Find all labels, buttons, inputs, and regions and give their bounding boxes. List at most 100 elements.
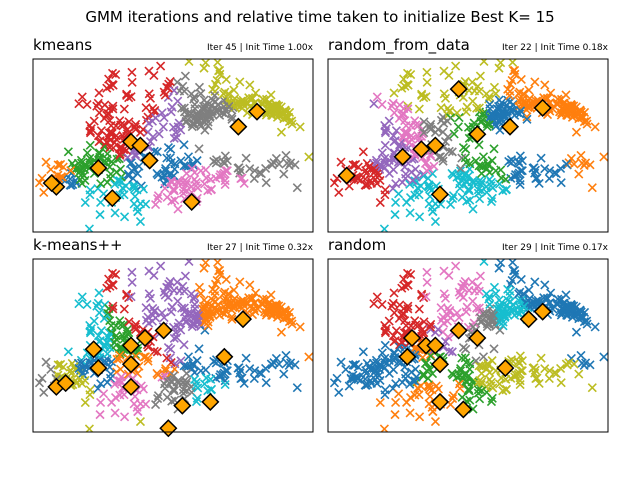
- data-point: [571, 127, 582, 137]
- data-point: [422, 166, 432, 176]
- data-point: [406, 69, 416, 80]
- data-point: [200, 325, 210, 335]
- data-point: [224, 101, 234, 111]
- data-point: [481, 289, 491, 299]
- data-point: [161, 363, 171, 374]
- data-point: [413, 131, 423, 141]
- data-point: [181, 168, 192, 179]
- data-point: [215, 269, 225, 279]
- data-point: [524, 285, 534, 295]
- data-point: [119, 104, 129, 114]
- data-point: [56, 359, 66, 370]
- data-point: [196, 166, 206, 176]
- data-point: [464, 285, 474, 295]
- data-point: [455, 383, 465, 393]
- data-point: [384, 368, 394, 379]
- data-point: [536, 353, 546, 363]
- data-point: [189, 320, 199, 330]
- data-point: [169, 285, 179, 295]
- data-point: [540, 280, 550, 290]
- data-point: [540, 364, 550, 374]
- data-point: [439, 89, 449, 99]
- data-point: [334, 387, 344, 397]
- data-point: [510, 265, 520, 276]
- data-point: [406, 250, 414, 258]
- data-point: [514, 368, 524, 378]
- data-point: [475, 271, 485, 281]
- data-point: [77, 92, 87, 102]
- data-point: [336, 157, 346, 167]
- data-point: [487, 393, 497, 403]
- data-point: [409, 247, 417, 255]
- data-point: [194, 82, 205, 92]
- data-point: [143, 356, 153, 366]
- data-point: [191, 381, 201, 391]
- data-point: [380, 120, 390, 131]
- data-point: [234, 363, 244, 373]
- data-point: [489, 282, 500, 292]
- data-point: [80, 398, 90, 408]
- data-point: [39, 387, 49, 397]
- cluster-center-marker: [159, 419, 178, 438]
- data-point: [425, 391, 435, 401]
- data-point: [258, 294, 268, 304]
- data-point: [154, 129, 164, 139]
- data-point: [400, 281, 410, 291]
- data-point: [95, 136, 105, 146]
- data-point: [489, 344, 499, 354]
- data-point: [358, 147, 368, 157]
- data-point: [150, 399, 161, 410]
- data-point: [160, 183, 170, 193]
- data-point: [495, 109, 505, 119]
- data-point: [508, 259, 518, 267]
- data-point: [276, 127, 287, 137]
- data-point: [351, 359, 361, 370]
- data-point: [341, 364, 351, 374]
- data-point: [85, 185, 95, 195]
- data-point: [530, 77, 540, 87]
- cluster-center-marker: [135, 328, 155, 348]
- data-point: [464, 171, 474, 181]
- data-point: [170, 195, 180, 205]
- data-point: [178, 178, 188, 188]
- data-point: [74, 299, 84, 309]
- cluster-center-marker: [103, 189, 122, 208]
- cluster-center-marker: [519, 310, 538, 329]
- data-point: [74, 99, 84, 109]
- data-point: [208, 310, 218, 320]
- data-point: [400, 81, 410, 91]
- data-point: [525, 293, 535, 303]
- data-point: [295, 122, 305, 132]
- data-point: [460, 276, 470, 287]
- data-point: [210, 279, 221, 289]
- data-point: [213, 259, 223, 267]
- data-point: [486, 196, 497, 207]
- cluster-center-marker: [454, 400, 473, 419]
- data-point: [475, 194, 485, 204]
- data-point: [75, 375, 85, 385]
- data-point: [110, 208, 120, 218]
- data-point: [476, 368, 487, 379]
- data-point: [422, 77, 432, 87]
- data-point: [201, 173, 211, 183]
- data-point: [75, 175, 85, 185]
- data-point: [215, 69, 225, 79]
- data-point: [484, 320, 494, 330]
- data-point: [474, 286, 484, 296]
- data-point: [491, 166, 501, 176]
- data-point: [421, 158, 431, 168]
- data-point: [369, 299, 379, 309]
- data-point: [495, 309, 505, 319]
- data-point: [93, 131, 104, 141]
- data-point: [66, 165, 76, 176]
- data-point: [130, 122, 140, 132]
- data-point: [37, 373, 47, 383]
- data-point: [408, 375, 418, 385]
- data-point: [206, 385, 216, 395]
- data-point: [287, 119, 297, 129]
- data-point: [179, 86, 189, 96]
- data-point: [129, 199, 139, 209]
- data-point: [406, 269, 416, 280]
- data-point: [180, 113, 191, 123]
